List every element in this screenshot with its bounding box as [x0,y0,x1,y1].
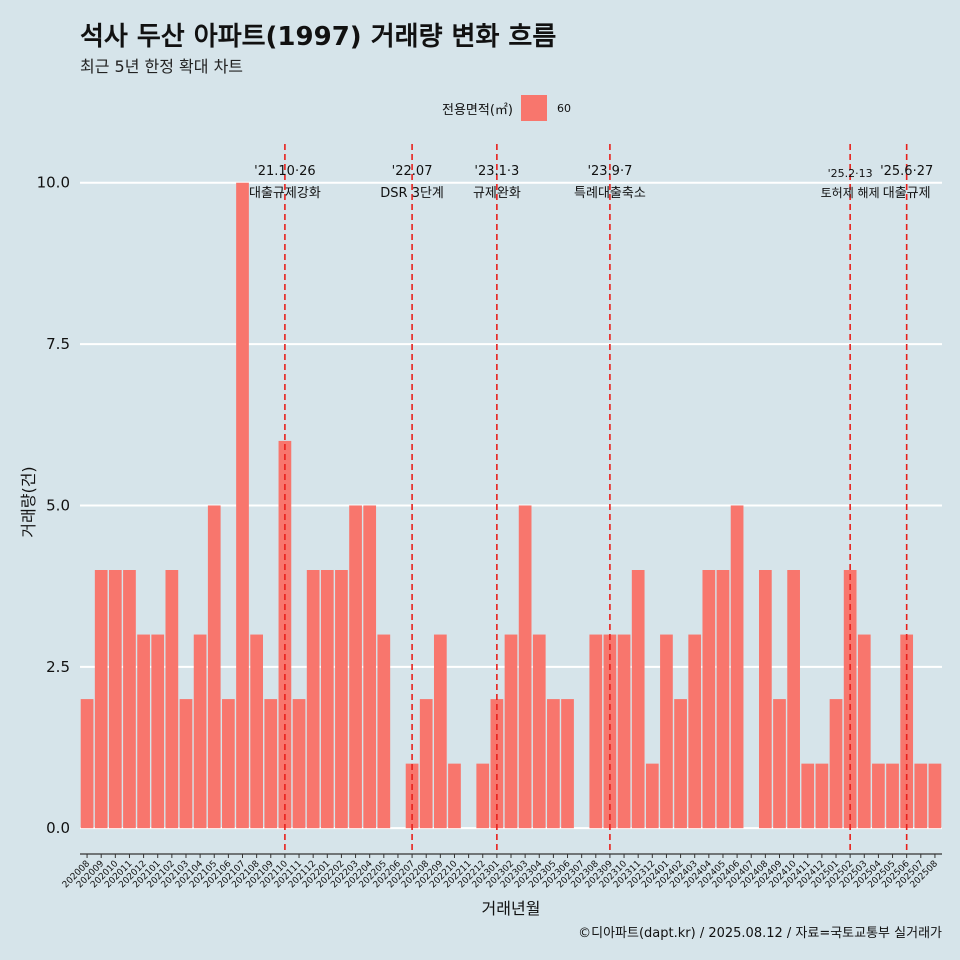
bar [349,505,362,829]
bar [702,570,716,829]
event-label: DSR 3단계 [380,186,444,201]
legend: 전용면적(㎡) 60 [442,94,571,122]
bar [759,570,772,829]
y-tick-label: 2.5 [46,658,70,676]
event-label: 대출규제강화 [249,186,321,201]
event-date: '23.1·3 [474,164,519,179]
event-annotations: '21.10·26 대출규제강화 '22.07 DSR 3단계 '23.1·3 규제완화 '… [249,164,933,201]
bar [250,634,263,829]
bar [476,763,490,829]
bar [292,699,306,829]
bar [377,634,391,829]
bar [886,763,899,829]
bar [518,505,532,829]
source-caption: ©디아파트(dapt.kr) / 2025.08.12 / 자료=국토교통부 실… [578,926,942,941]
bar [179,699,193,829]
bar [730,505,744,829]
event-date: '23.9·7 [587,164,632,179]
bar [193,634,207,829]
y-axis: 0.0 2.5 5.0 7.5 10.0 [37,174,70,837]
bar [617,634,631,829]
bar [900,634,914,829]
bar [660,634,673,829]
x-axis-title: 거래년월 [482,899,541,918]
bar [857,634,871,829]
bar [787,570,800,829]
bar [589,634,603,829]
event-label: 특례대출축소 [574,186,646,201]
bar [165,570,179,829]
y-tick-label: 10.0 [37,174,70,192]
bar [207,505,221,829]
bar [490,699,504,829]
legend-title: 전용면적(㎡) [442,102,513,118]
bar [320,570,334,829]
bar [264,699,278,829]
bar [631,570,645,829]
bar [547,699,560,829]
bar [222,699,235,829]
bar [94,570,108,829]
bar [433,634,447,829]
event-label: 토허제 해제 [821,186,880,200]
bar [108,570,122,829]
bar [645,763,659,829]
bar [674,699,687,829]
bar [716,570,730,829]
legend-label: 60 [556,101,571,115]
event-label: 대출규제 [883,186,931,201]
bars [80,182,942,829]
bar [872,763,885,829]
bar [236,182,249,829]
bar [914,763,928,829]
y-tick-label: 7.5 [46,335,70,353]
x-axis: 2020082020092020102020112020122021012021… [61,853,942,890]
bar [815,763,829,829]
bar [603,634,617,829]
event-date: '25.6·27 [880,164,933,179]
bar [829,699,843,829]
y-axis-title: 거래량(건) [19,466,38,537]
y-tick-label: 5.0 [46,496,70,514]
y-tick-label: 0.0 [46,819,70,837]
event-label: 규제완화 [473,186,521,201]
bar [137,634,150,829]
bar [688,634,702,829]
event-lines [284,144,908,854]
bar [123,570,136,829]
bar [335,570,348,829]
bar [419,699,433,829]
bar [306,570,320,829]
event-date: '21.10·26 [254,164,315,179]
event-date: '22.07 [392,164,433,179]
bar [151,634,165,829]
bar [928,763,942,829]
bar [773,699,786,829]
chart-subtitle: 최근 5년 한정 확대 차트 [80,57,244,76]
bar [801,763,815,829]
bar [504,634,518,829]
bar [561,699,574,829]
legend-swatch [520,95,547,121]
chart-title: 석사 두산 아파트(1997) 거래량 변화 흐름 [80,22,557,52]
bar [448,763,461,829]
bar [532,634,546,829]
bar [363,505,377,829]
bar [80,699,94,829]
event-date: '25.2·13 [828,167,873,180]
